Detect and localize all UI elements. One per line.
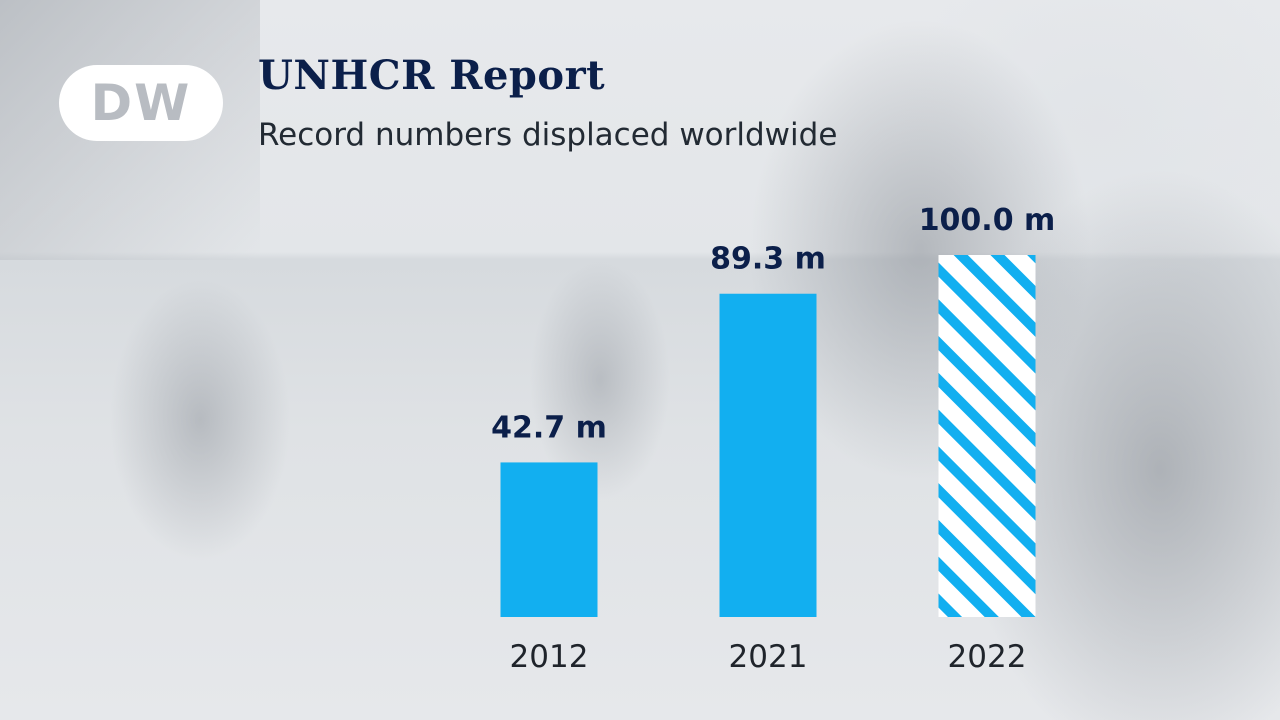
category-label-2012: 2012 [510, 639, 589, 675]
value-label-2021: 89.3 m [710, 242, 826, 277]
value-label-2022: 100.0 m [919, 203, 1056, 238]
category-label-2022: 2022 [948, 639, 1027, 675]
category-label-2021: 2021 [729, 639, 808, 675]
bar-2022 [938, 255, 1036, 617]
page-title: UNHCR Report [258, 52, 606, 99]
dw-logo: DW [59, 65, 223, 141]
dw-logo-text: DW [91, 74, 192, 132]
bar-2012 [500, 462, 598, 617]
value-label-2012: 42.7 m [491, 410, 607, 445]
bar-2021 [719, 293, 817, 617]
page-subtitle: Record numbers displaced worldwide [258, 117, 838, 153]
